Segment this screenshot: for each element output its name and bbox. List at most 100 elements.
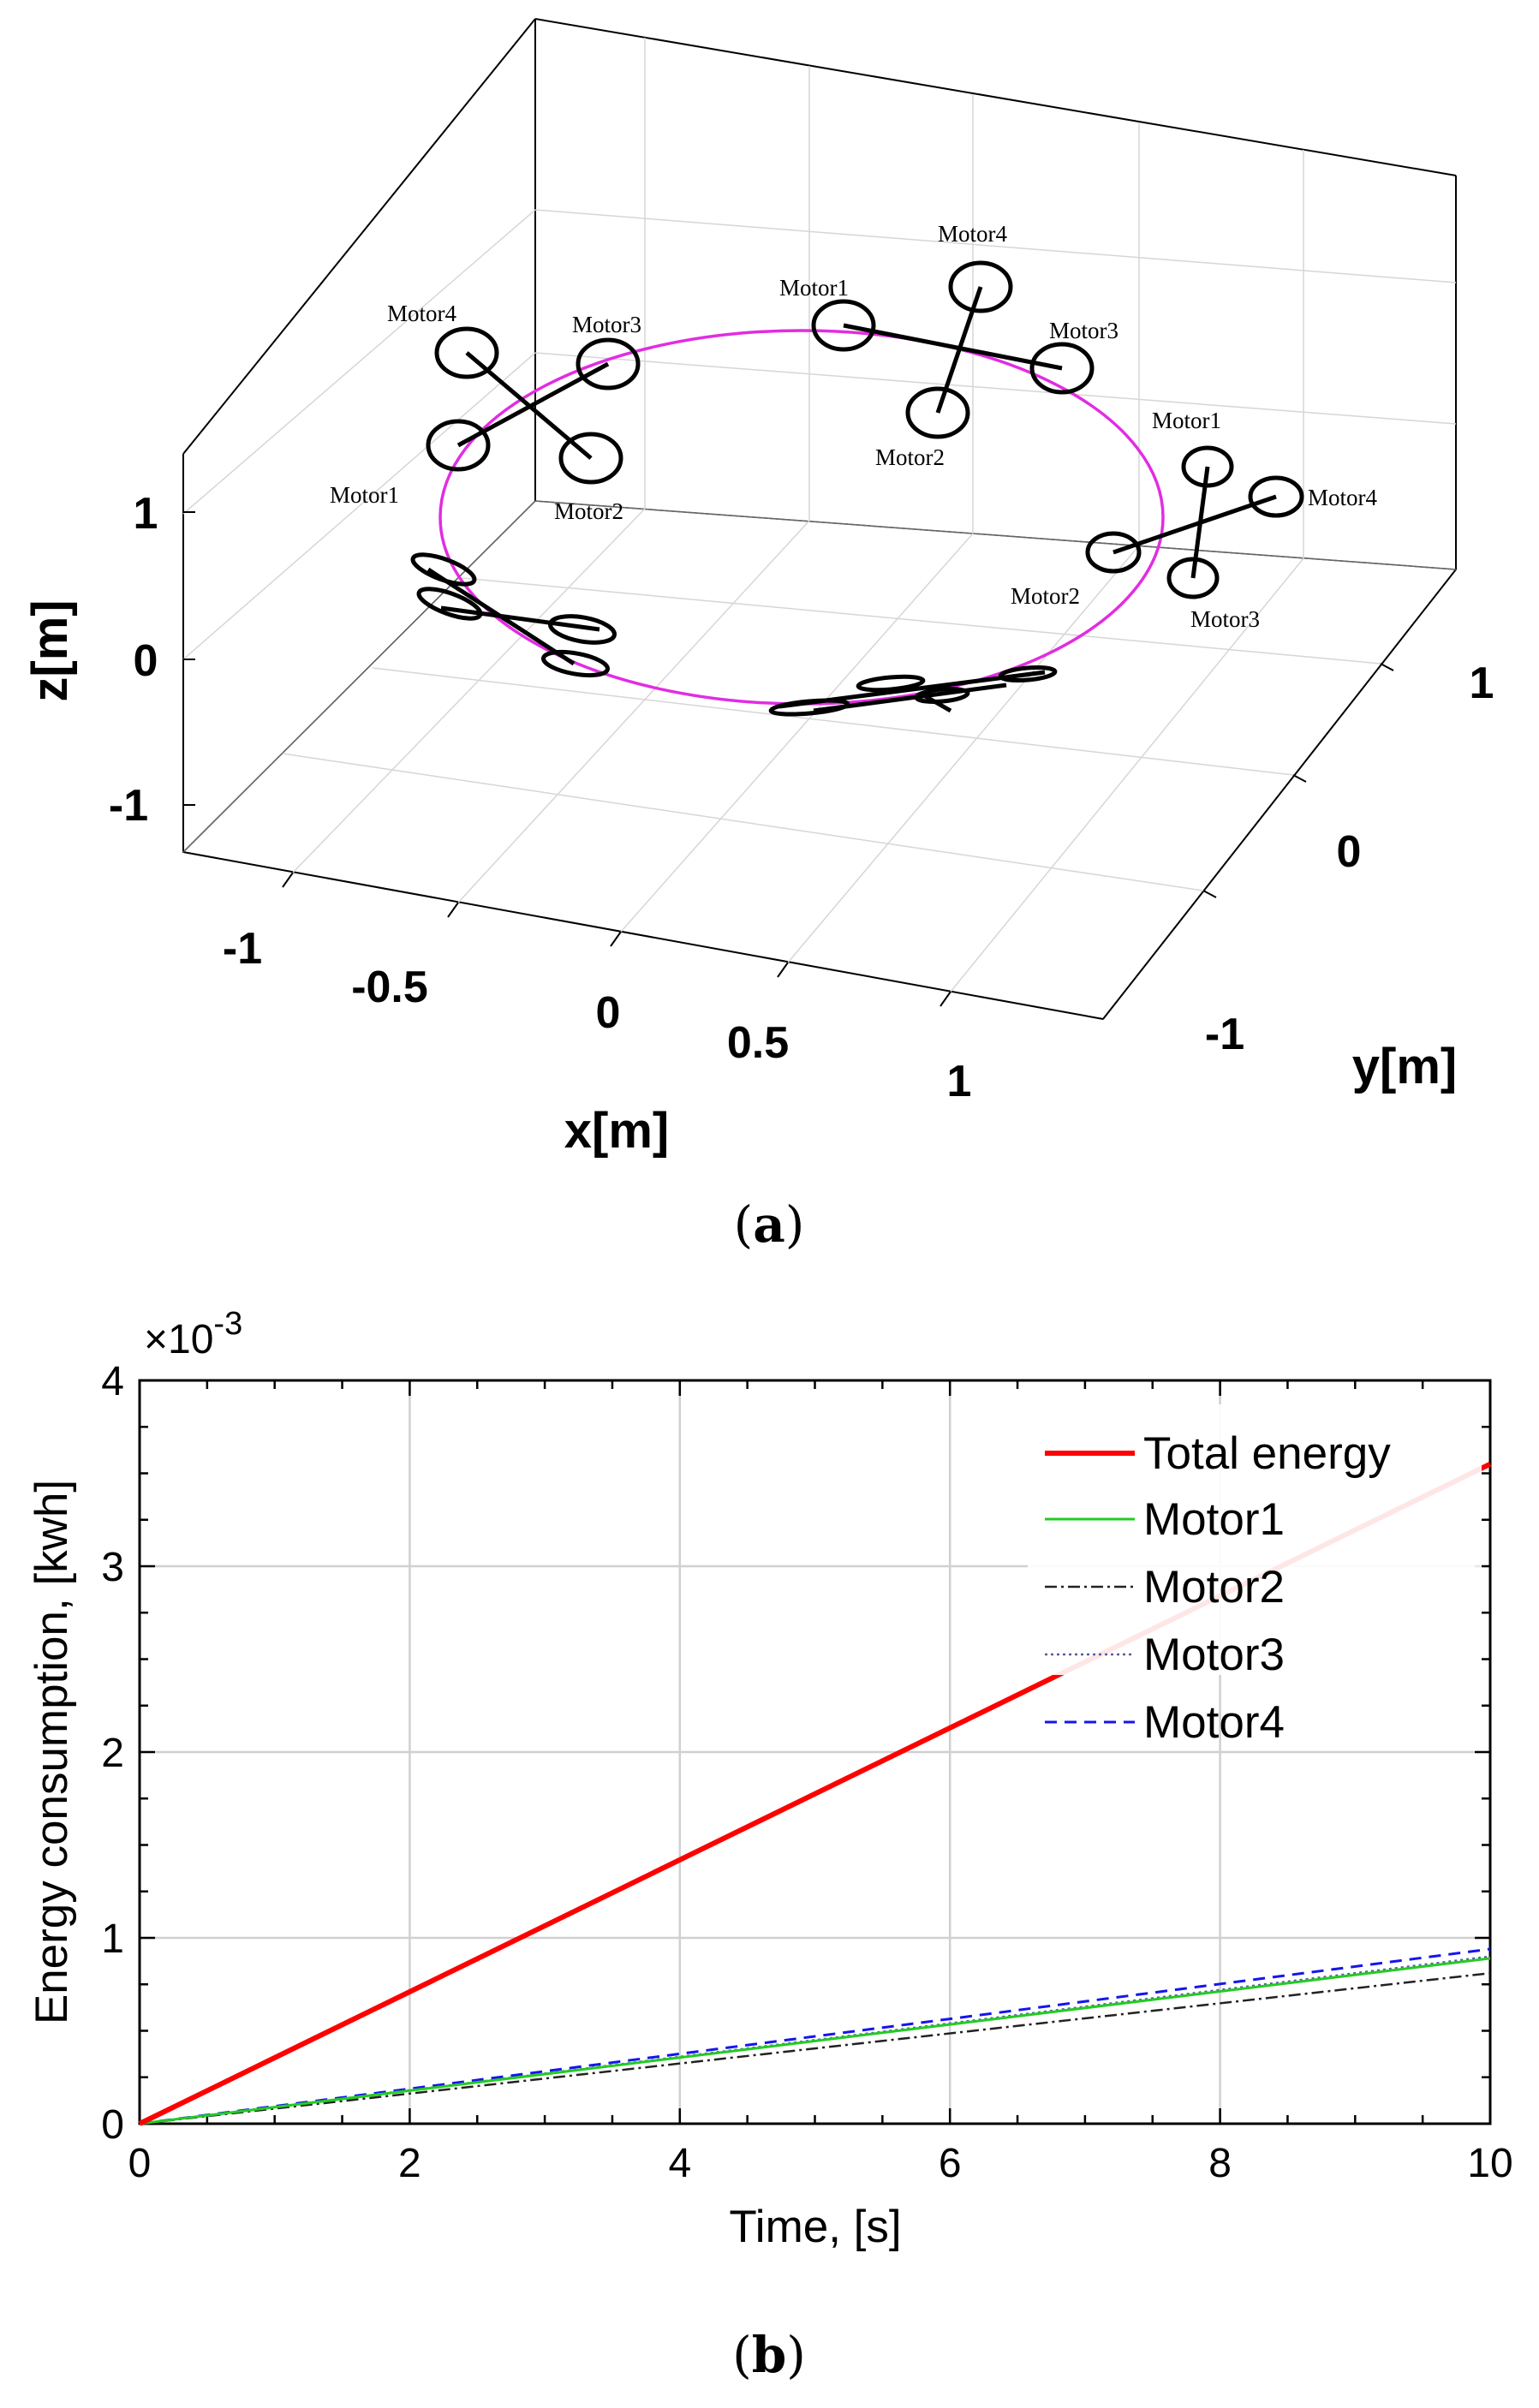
caption-a: (a) [734,1195,805,1254]
y-tick-label: 2 [101,1731,124,1776]
box-front-y-edge [1102,569,1457,1020]
legend-label-motor3: Motor3 [1143,1630,1285,1680]
rotor [768,698,850,717]
tick-marks-2d [138,1379,1492,2125]
y-tick-label: 1 [101,1916,124,1962]
rotor [998,665,1058,683]
rotor [410,552,477,587]
motor-label: Motor4 [387,301,457,326]
motor-label: Motor1 [330,482,399,508]
x-axis-label-3d: x[m] [564,1103,669,1159]
motor-label: Motor3 [1049,318,1118,343]
rotor [1029,342,1095,395]
caption-b: (b) [732,2326,806,2384]
z-axis-label-3d: z[m] [22,599,78,701]
drone-arm [935,286,983,414]
y-tick-label: 4 [101,1359,124,1404]
drone-arm [1112,494,1277,555]
x-tick-label: 10 [1467,2141,1512,2186]
motor-label: Motor2 [1011,583,1080,609]
rotor [914,687,970,704]
z-tick-labels-3d: 1 0 -1 [109,489,158,831]
drone-front [768,665,1058,717]
rotor [905,386,970,439]
y-tick-label: 0 [1337,827,1362,877]
box-front-x-edge [182,851,1104,1020]
y-tick-label: 3 [101,1545,124,1590]
box-top-left-edge [182,18,536,455]
x-tick-label: 0 [128,2141,152,2186]
series-line-motor2 [139,1971,1491,2125]
x-tick-label: 0.5 [727,1018,789,1068]
x-tick-labels-3d: -1 -0.5 0 0.5 1 [223,924,972,1106]
rotor [811,299,876,352]
legend-items: Total energy Motor1 Motor2 Motor3 Motor4 [1045,1428,1391,1748]
rotor [434,326,499,379]
caption-letter: a [753,1195,785,1254]
rotor [948,260,1013,313]
rotor [856,674,926,693]
legend-label-total-energy: Total energy [1143,1428,1391,1479]
x-tick-label: -0.5 [351,963,428,1012]
rotor [576,337,641,390]
rotor [558,432,623,485]
box-back-floor-x [534,500,1457,570]
y-tick-labels: 0 1 2 3 4 [101,1359,124,2148]
rotor [416,587,483,621]
rotor [547,614,617,645]
legend-label-motor1: Motor1 [1143,1494,1285,1545]
motor-label: Motor1 [779,275,849,301]
drone-arm [440,605,600,632]
z-tick-label: 0 [134,636,158,686]
drone-top: Motor1 Motor4 Motor3 Motor2 [779,221,1118,470]
y-axis-label: Energy consumption, [kwh] [27,1480,77,2024]
x-tick-label: 0 [596,988,621,1038]
z-tick-label: -1 [109,781,148,831]
x-tick-label: 2 [398,2141,421,2186]
drone-arm [843,323,1063,371]
multiplier-exponent: -3 [213,1306,242,1342]
x-tick-labels: 0 2 4 6 8 10 [128,2141,1513,2186]
panel-a-3d-plot: -1 -0.5 0 0.5 1 -1 0 1 1 0 -1 x[m] y[m] … [22,18,1494,1254]
legend-box [1028,1404,1482,1675]
legend: Total energy Motor1 Motor2 Motor3 Motor4 [1028,1404,1482,1748]
y-tick-label: 0 [101,2102,124,2148]
rotor [1166,557,1220,599]
x-tick-label: -1 [223,924,262,974]
drone-left-back: Motor4 Motor3 Motor1 Motor2 [330,301,641,524]
y-axis-label-3d: y[m] [1352,1039,1457,1094]
rotor [1248,475,1304,518]
x-tick-label: 6 [939,2141,962,2186]
x-axis-label: Time, [s] [729,2202,901,2252]
series-line-motor3 [139,1955,1491,2125]
box-back-floor-y [182,500,536,853]
drone-right: Motor1 Motor4 Motor2 Motor3 [1011,408,1378,632]
series-line-motor1 [139,1957,1491,2125]
motor-label: Motor3 [1190,606,1260,632]
rotor [426,419,491,472]
motor-label: Motor2 [554,498,623,524]
motor-label: Motor1 [1152,408,1221,433]
box-top-back-edge [534,18,1457,176]
axis-multiplier: ×10-3 [144,1306,242,1362]
motor-label: Motor2 [875,444,945,470]
motor-label: Motor4 [938,221,1008,247]
rotor [1085,531,1142,574]
rotor [541,649,610,678]
y-tick-labels-3d: -1 0 1 [1205,659,1494,1059]
y-tick-label: 1 [1470,659,1494,708]
floor-outline [182,500,1458,1020]
motor-label: Motor3 [572,312,641,337]
grid-3d [182,38,1457,992]
x-tick-label: 1 [947,1057,972,1106]
panel-b-line-chart: 0 2 4 6 8 10 0 1 2 3 4 ×10-3 Time, [s] E… [27,1306,1513,2384]
motor-label: Motor4 [1308,485,1378,510]
tick-marks-3d [183,511,1394,1007]
y-tick-label: -1 [1205,1010,1244,1059]
axes-box [182,18,1458,1020]
x-tick-label: 8 [1208,2141,1232,2186]
caption-letter: b [752,2326,787,2384]
legend-label-motor2: Motor2 [1143,1562,1285,1612]
legend-label-motor4: Motor4 [1143,1697,1285,1748]
